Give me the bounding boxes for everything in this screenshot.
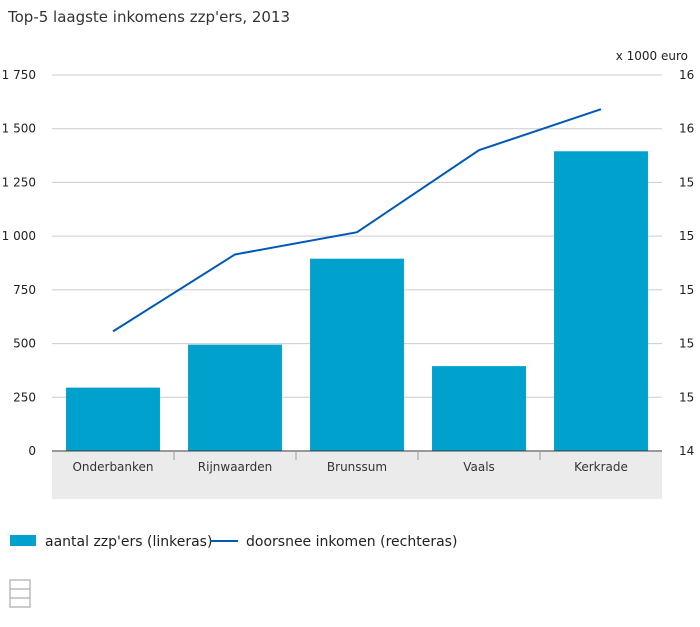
- legend-bar-label: aantal zzp'ers (linkeras): [45, 534, 212, 550]
- right-axis-ticks: 14 15 15 15 15 15 16 16: [679, 68, 694, 458]
- category-label: Vaals: [463, 460, 495, 474]
- right-tick-label: 16: [679, 68, 694, 82]
- legend-line-label: doorsnee inkomen (rechteras): [246, 534, 457, 550]
- left-tick-label: 1 250: [2, 175, 36, 189]
- left-tick-label: 1 500: [2, 122, 36, 136]
- category-labels: Onderbanken Rijnwaarden Brunssum Vaals Kerkr…: [72, 460, 627, 474]
- bar: [310, 258, 404, 451]
- bar: [188, 344, 282, 451]
- right-tick-label: 15: [679, 337, 694, 351]
- category-label: Onderbanken: [72, 460, 153, 474]
- left-tick-label: 500: [13, 337, 36, 351]
- left-axis-ticks: 0 250 500 750 1 000 1 250 1 500 1 750: [2, 68, 36, 458]
- category-label: Brunssum: [327, 460, 387, 474]
- left-tick-label: 1 750: [2, 68, 36, 82]
- right-tick-label: 16: [679, 122, 694, 136]
- left-tick-label: 0: [28, 444, 36, 458]
- bar: [66, 387, 160, 451]
- right-tick-label: 15: [679, 229, 694, 243]
- cbs-logo: [9, 579, 31, 608]
- category-separators: [173, 452, 541, 460]
- right-tick-label: 15: [679, 283, 694, 297]
- bar-series: [66, 151, 648, 451]
- category-label: Rijnwaarden: [198, 460, 272, 474]
- left-tick-label: 250: [13, 390, 36, 404]
- right-axis-unit-label: x 1000 euro: [616, 49, 688, 63]
- left-tick-label: 1 000: [2, 229, 36, 243]
- left-tick-label: 750: [13, 283, 36, 297]
- category-label: Kerkrade: [574, 460, 628, 474]
- right-tick-label: 15: [679, 175, 694, 189]
- right-tick-label: 15: [679, 390, 694, 404]
- bar: [554, 151, 648, 451]
- right-tick-label: 14: [679, 444, 694, 458]
- category-axis-band: [52, 452, 662, 499]
- legend-bar-swatch: [10, 535, 36, 546]
- bar: [432, 366, 526, 451]
- income-line: [112, 108, 602, 333]
- line-series: [112, 108, 602, 333]
- chart-title: Top-5 laagste inkomens zzp'ers, 2013: [7, 8, 290, 26]
